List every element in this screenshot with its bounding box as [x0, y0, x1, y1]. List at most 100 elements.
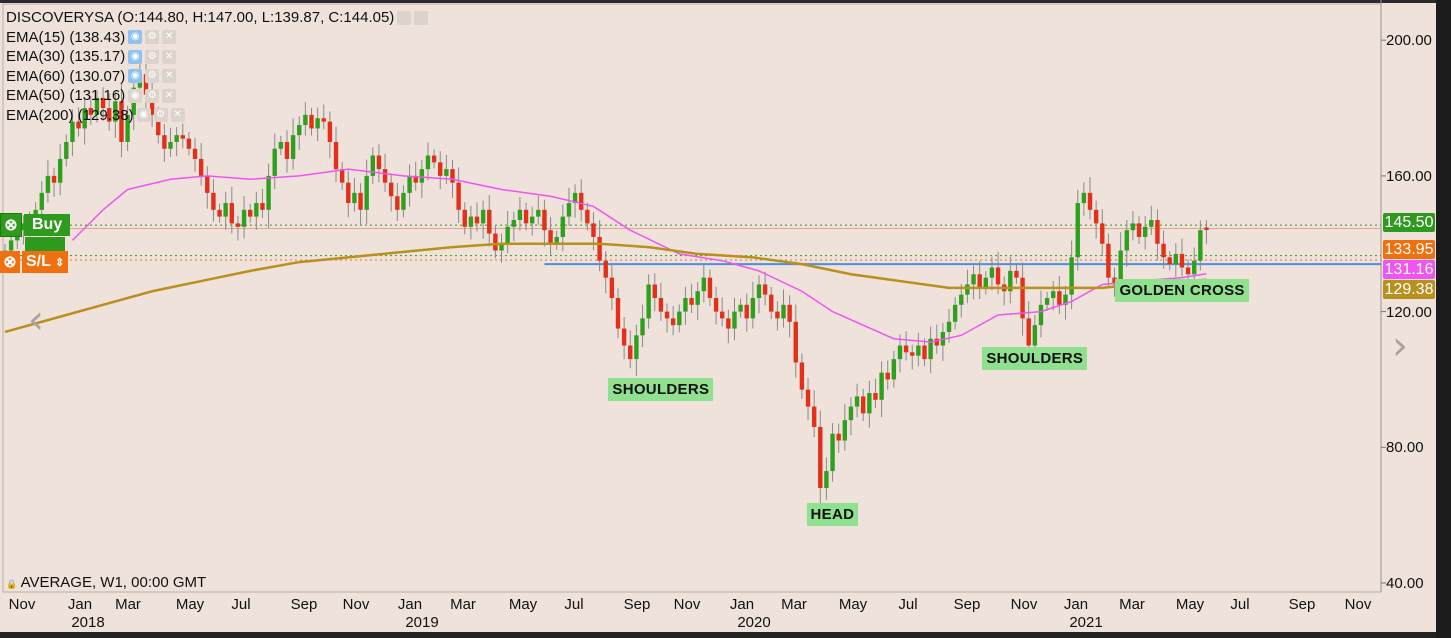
- sl-text: S/L: [26, 253, 51, 270]
- candle-body: [830, 433, 835, 472]
- x-tick-label: Jul: [898, 596, 918, 613]
- candle-body: [499, 243, 504, 251]
- x-tick-label: Sep: [290, 596, 318, 613]
- x-tick-label: Jan: [397, 596, 423, 613]
- eye-icon[interactable]: ◉: [136, 108, 151, 123]
- candle-body: [952, 304, 958, 322]
- candle-body: [775, 311, 780, 319]
- candle-body: [438, 162, 443, 176]
- candle-body: [854, 396, 860, 407]
- candle-body: [983, 277, 988, 288]
- x-tick-label: Nov: [1010, 596, 1038, 613]
- close-order-icon[interactable]: ⊗: [0, 213, 22, 237]
- candle-body: [205, 175, 210, 193]
- candle-body: [162, 135, 167, 149]
- candle-body: [1185, 267, 1191, 275]
- gear-icon[interactable]: ⚙: [145, 88, 160, 103]
- x-tick-label: May: [175, 596, 205, 613]
- candle-body: [891, 359, 897, 380]
- candle-body: [511, 220, 516, 227]
- gear-icon[interactable]: ⚙: [145, 49, 160, 64]
- candle-body: [842, 420, 848, 441]
- x-tick-label: Nov: [342, 596, 370, 613]
- candle-body: [431, 155, 437, 163]
- candle-body: [487, 209, 492, 234]
- candle-body: [615, 298, 621, 329]
- x-tick-label: Sep: [623, 596, 651, 613]
- candle-body: [407, 175, 412, 193]
- candle-body: [395, 196, 400, 210]
- eye-icon[interactable]: ◉: [128, 30, 143, 45]
- close-order-icon[interactable]: ⊗: [0, 251, 20, 273]
- x-tick-label: Mar: [1119, 596, 1145, 613]
- gear-icon[interactable]: [397, 10, 412, 25]
- y-tick-label: 160.00: [1386, 167, 1432, 185]
- candle-body: [119, 101, 124, 142]
- candle-body: [836, 433, 841, 441]
- candle-body: [346, 182, 351, 204]
- x-tick-label: Jan: [67, 596, 93, 613]
- price-label-ema: 131.16: [1383, 260, 1435, 279]
- candle-body: [1014, 270, 1019, 278]
- candle-body: [787, 304, 792, 322]
- close-icon[interactable]: ✕: [162, 88, 177, 103]
- candle-body: [971, 274, 976, 285]
- candle-body: [382, 169, 388, 183]
- candle-body: [1142, 226, 1148, 237]
- up-down-arrow-icon[interactable]: ⇕: [55, 257, 65, 269]
- eye-icon[interactable]: ◉: [128, 69, 143, 84]
- candle-body: [107, 108, 112, 122]
- candle-body: [272, 148, 277, 176]
- candle-body: [664, 311, 670, 319]
- candle-body: [1087, 192, 1093, 210]
- x-year-label: 2020: [737, 614, 771, 631]
- candle-body: [1173, 253, 1179, 265]
- scroll-left-arrow-icon[interactable]: ‹: [28, 297, 44, 343]
- candle-body: [848, 406, 854, 421]
- candle-body: [707, 277, 713, 299]
- close-icon[interactable]: ✕: [162, 49, 177, 64]
- indicator-label: EMA(30) (135.17): [6, 48, 126, 65]
- candle-body: [8, 240, 14, 251]
- candle-body: [217, 209, 222, 217]
- candle-body: [572, 192, 578, 204]
- buy-button[interactable]: ⊗ Buy: [0, 213, 71, 237]
- candle-body: [579, 192, 584, 210]
- candle-body: [1093, 209, 1099, 224]
- candle-body: [21, 223, 26, 231]
- price-label-ema200: 129.38: [1383, 280, 1435, 299]
- candle-body: [70, 121, 75, 142]
- annotation-shoulders: SHOULDERS: [608, 377, 714, 401]
- candle-body: [916, 345, 921, 356]
- candle-body: [186, 138, 192, 149]
- close-icon[interactable]: ✕: [162, 69, 177, 84]
- stop-loss-button[interactable]: ⊗ S/L ⇕: [0, 251, 69, 273]
- candle-body: [658, 298, 664, 312]
- candle-body: [750, 298, 756, 319]
- candle-body: [811, 406, 817, 427]
- scroll-right-arrow-icon[interactable]: ›: [1392, 323, 1408, 369]
- close-icon[interactable]: ✕: [170, 108, 185, 123]
- candle-body: [910, 352, 915, 356]
- close-icon[interactable]: [414, 10, 429, 25]
- eye-icon[interactable]: ◉: [128, 49, 143, 64]
- candle-body: [1204, 227, 1209, 231]
- candle-body: [977, 274, 982, 288]
- candle-body: [100, 97, 106, 109]
- candle-body: [805, 389, 811, 407]
- candle-body: [959, 294, 964, 305]
- candle-body: [352, 192, 357, 204]
- eye-icon[interactable]: ◉: [128, 88, 143, 103]
- candle-body: [125, 114, 130, 142]
- candle-body: [1161, 243, 1166, 258]
- annotation-golden-cross: GOLDEN CROSS: [1115, 279, 1249, 303]
- gear-icon[interactable]: ⚙: [145, 69, 160, 84]
- gear-icon[interactable]: ⚙: [145, 30, 160, 45]
- candle-body: [1198, 230, 1203, 261]
- candle-body: [989, 267, 995, 278]
- x-tick-label: Sep: [1288, 596, 1316, 613]
- candle-body: [1124, 230, 1129, 251]
- gear-icon[interactable]: ⚙: [153, 108, 168, 123]
- close-icon[interactable]: ✕: [162, 30, 177, 45]
